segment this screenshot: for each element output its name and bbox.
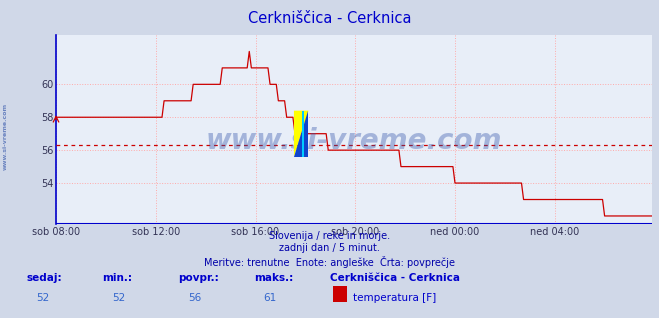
Text: Cerkniščica - Cerknica: Cerkniščica - Cerknica: [248, 11, 411, 26]
Text: Cerkniščica - Cerknica: Cerkniščica - Cerknica: [330, 273, 459, 283]
Text: 56: 56: [188, 293, 201, 302]
Text: Slovenija / reke in morje.: Slovenija / reke in morje.: [269, 231, 390, 240]
Polygon shape: [294, 111, 308, 157]
Bar: [302, 111, 304, 157]
Text: www.si-vreme.com: www.si-vreme.com: [206, 127, 502, 155]
Text: 52: 52: [36, 293, 49, 302]
Text: www.si-vreme.com: www.si-vreme.com: [3, 103, 8, 170]
Text: sedaj:: sedaj:: [26, 273, 62, 283]
Text: 52: 52: [112, 293, 125, 302]
Text: maks.:: maks.:: [254, 273, 293, 283]
Text: min.:: min.:: [102, 273, 132, 283]
Text: povpr.:: povpr.:: [178, 273, 219, 283]
Polygon shape: [294, 111, 308, 157]
Text: temperatura [F]: temperatura [F]: [353, 293, 436, 302]
Text: 61: 61: [264, 293, 277, 302]
Text: Meritve: trenutne  Enote: angleške  Črta: povprečje: Meritve: trenutne Enote: angleške Črta: …: [204, 256, 455, 268]
Text: zadnji dan / 5 minut.: zadnji dan / 5 minut.: [279, 243, 380, 253]
